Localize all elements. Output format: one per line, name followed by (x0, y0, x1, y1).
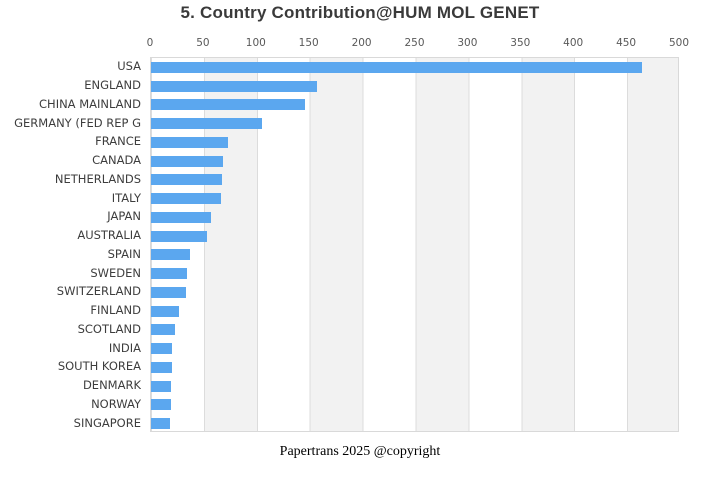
x-tick: 300 (457, 37, 478, 49)
bar (151, 380, 172, 392)
x-tick: 0 (146, 37, 154, 49)
x-tick: 450 (616, 37, 637, 49)
y-axis-label: AUSTRALIA (77, 228, 141, 243)
bar (151, 136, 229, 148)
y-axis-label: NORWAY (91, 396, 141, 411)
y-axis-label: GERMANY (FED REP G (14, 115, 141, 130)
bar (151, 61, 642, 73)
x-tick: 350 (510, 37, 531, 49)
bar (151, 286, 186, 298)
y-axis-label: SWITZERLAND (56, 284, 141, 299)
y-axis-label: SCOTLAND (77, 321, 141, 336)
x-tick: 500 (668, 37, 690, 49)
x-tick: 50 (196, 37, 210, 49)
bar (151, 99, 306, 111)
bar (151, 193, 221, 205)
y-axis-label: SPAIN (107, 246, 141, 261)
x-tick: 250 (404, 37, 425, 49)
bar (151, 418, 171, 430)
bar (151, 155, 223, 167)
y-axis-labels: USA ENGLAND CHINA MAINLAND GERMANY (FED REP… (0, 57, 145, 432)
bar (151, 211, 212, 223)
x-tick: 100 (245, 37, 266, 49)
bar (151, 118, 263, 130)
y-axis-label: ENGLAND (84, 78, 141, 93)
x-tick: 400 (563, 37, 584, 49)
y-axis-label: JAPAN (107, 209, 141, 224)
y-axis-label: FINLAND (90, 303, 141, 318)
chart-title: 5. Country Contribution@HUM MOL GENET (180, 3, 540, 22)
x-tick: 200 (351, 37, 372, 49)
y-axis-label: CHINA MAINLAND (39, 96, 141, 111)
y-axis-label: CANADA (92, 153, 141, 168)
plot-area (150, 57, 679, 432)
bar (151, 230, 208, 242)
bar (151, 361, 173, 373)
y-axis-label: ITALY (111, 190, 141, 205)
bar (151, 324, 176, 336)
y-axis-label: USA (117, 59, 141, 74)
y-axis-label: DENMARK (82, 378, 141, 393)
y-axis-label: NETHERLANDS (54, 171, 141, 186)
bar (151, 305, 179, 317)
bar (151, 343, 173, 355)
x-tick: 150 (298, 37, 319, 49)
y-axis-label: FRANCE (95, 134, 141, 149)
bar (151, 249, 191, 261)
y-axis-label: SWEDEN (90, 265, 141, 280)
y-axis-label: SOUTH KOREA (57, 359, 141, 374)
y-axis-label: SINGAPORE (73, 415, 141, 430)
bar (151, 80, 318, 92)
x-axis-ticks: 0 50 100 150 200 250 300 350 400 450 500 (146, 37, 689, 51)
footer-copyright: Papertrans 2025 @copyright (279, 444, 441, 459)
bar (151, 174, 222, 186)
bar (151, 399, 172, 411)
y-axis-label: INDIA (108, 340, 141, 355)
bar (151, 268, 187, 280)
